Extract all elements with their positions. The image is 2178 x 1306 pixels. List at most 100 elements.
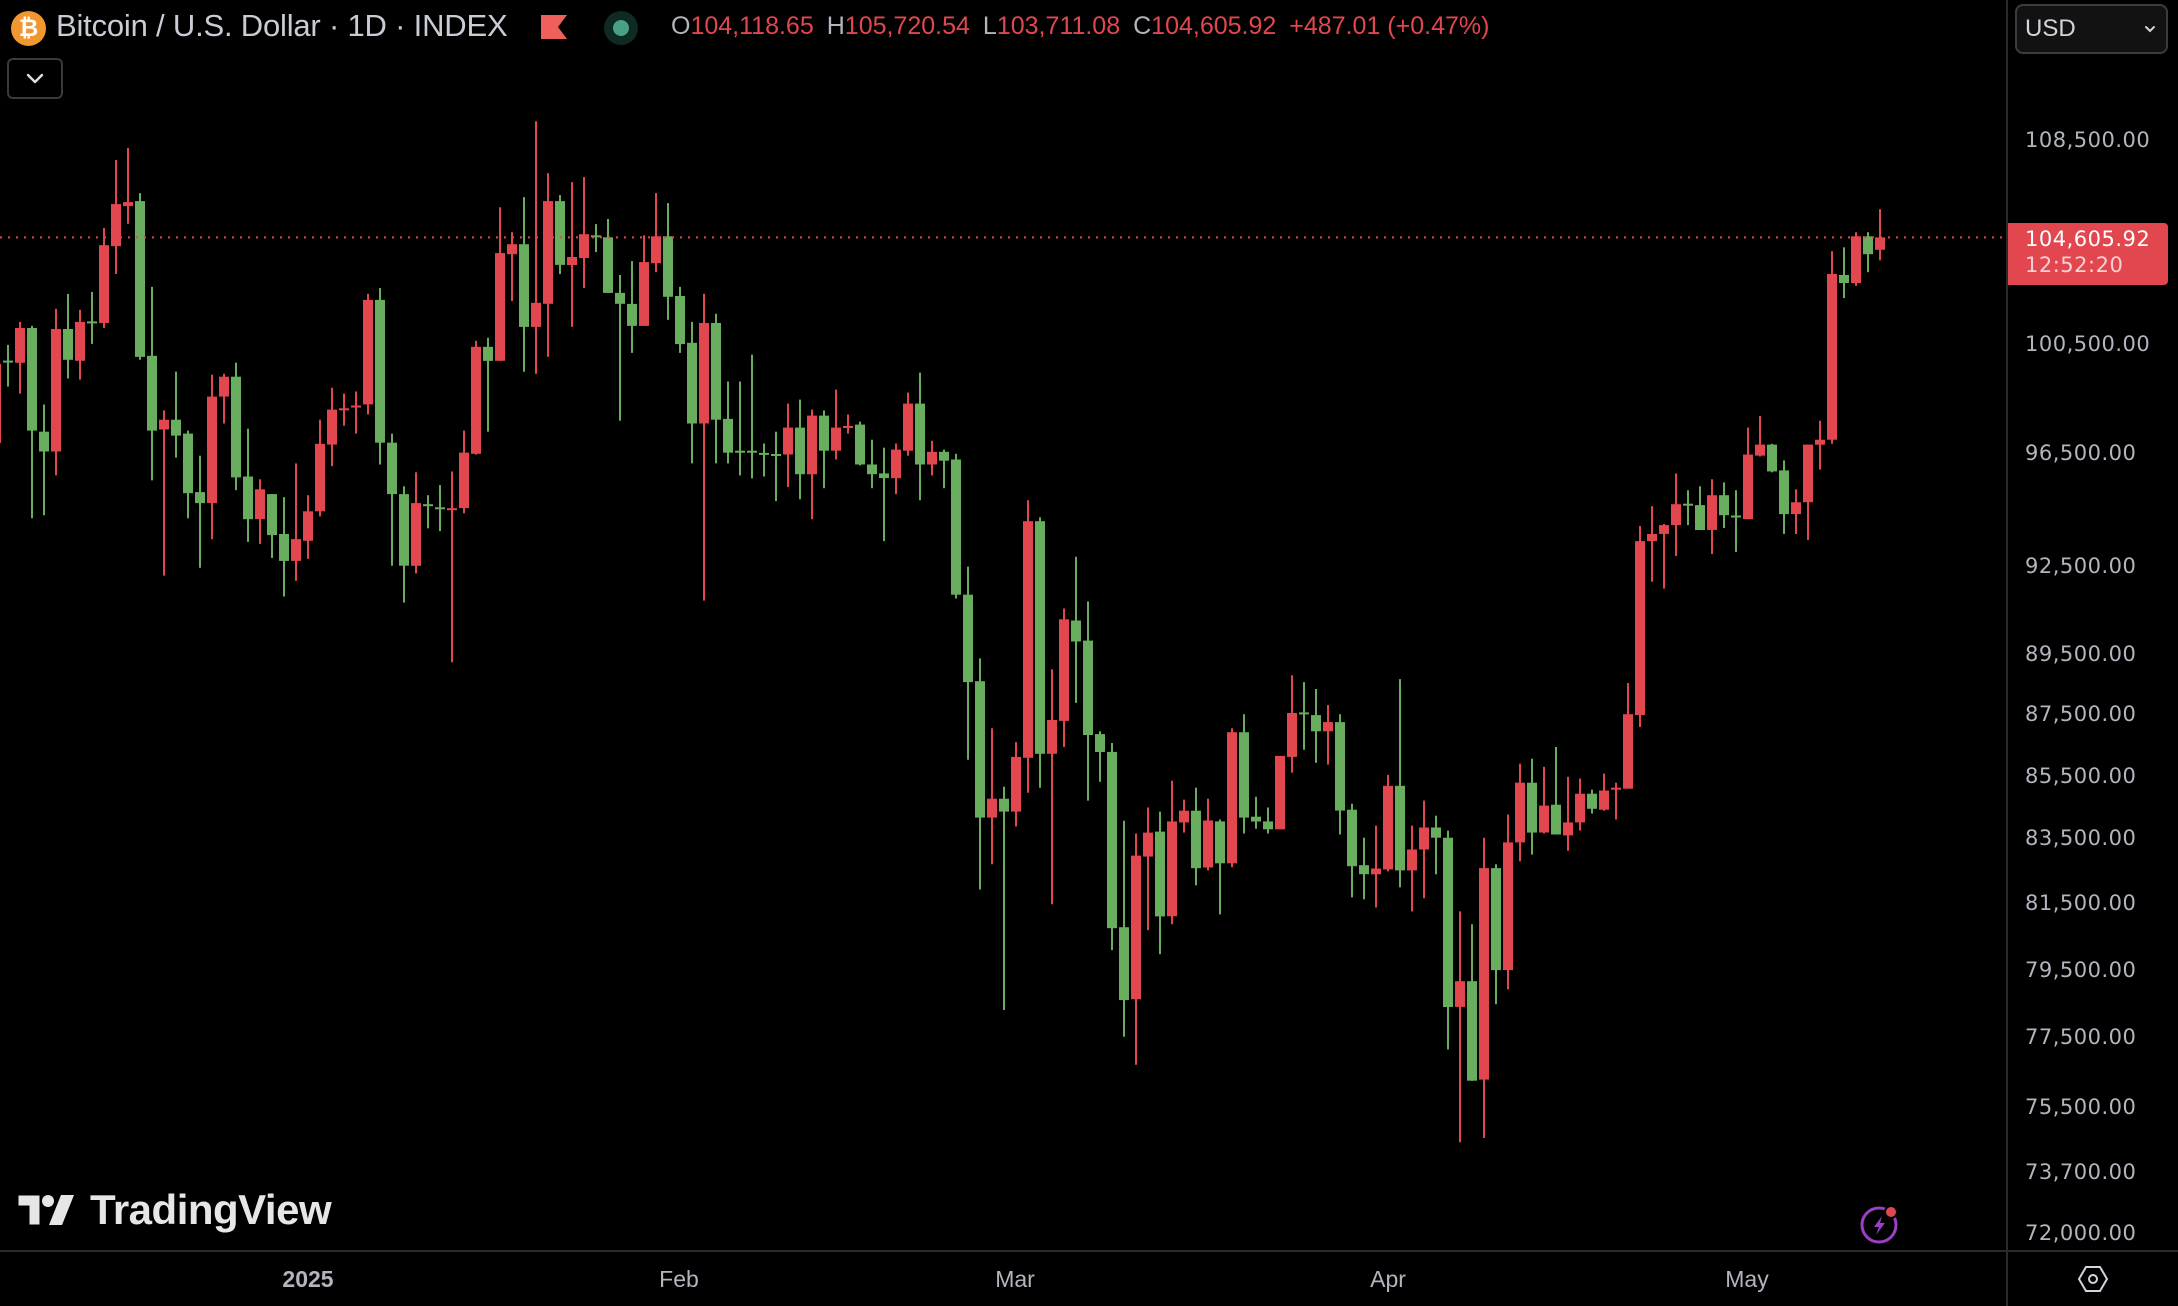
- settings-hexagon-icon[interactable]: [2077, 1263, 2109, 1295]
- candle: [1407, 825, 1417, 912]
- candle: [1083, 601, 1093, 801]
- candle: [1095, 731, 1105, 782]
- candle: [219, 373, 229, 424]
- candle: [1863, 232, 1873, 273]
- flag-icon[interactable]: [541, 15, 567, 39]
- candle: [891, 443, 901, 495]
- price-axis-label: 87,500.00: [2025, 702, 2137, 726]
- candle: [1875, 209, 1885, 261]
- chevron-down-icon: [2145, 26, 2155, 33]
- currency-select-value: USD: [2025, 15, 2076, 42]
- candle: [1311, 689, 1321, 763]
- candle: [879, 447, 889, 542]
- candle: [903, 392, 913, 456]
- candle: [567, 182, 577, 327]
- candle: [615, 275, 625, 421]
- candle: [1503, 814, 1513, 990]
- change-value: +487.01 (+0.47%): [1289, 12, 1490, 40]
- candle: [1047, 669, 1057, 905]
- candle: [843, 414, 853, 434]
- candle: [963, 566, 973, 760]
- price-axis-label: 108,500.00: [2025, 128, 2151, 152]
- candle: [495, 207, 505, 361]
- candle: [951, 453, 961, 599]
- candle: [1443, 830, 1453, 1050]
- symbol-title[interactable]: Bitcoin / U.S. Dollar · 1D · INDEX: [56, 8, 508, 43]
- open-label: O: [671, 12, 691, 40]
- candle: [483, 337, 493, 432]
- price-axis-label: 83,500.00: [2025, 826, 2137, 850]
- candle: [759, 443, 769, 477]
- candle: [267, 494, 277, 558]
- candle: [1827, 251, 1837, 444]
- candle: [1851, 232, 1861, 286]
- candle: [1467, 924, 1477, 1081]
- candle: [1071, 556, 1081, 703]
- time-axis-label: May: [1725, 1266, 1769, 1292]
- price-axis-label: 85,500.00: [2025, 764, 2137, 788]
- candle: [999, 786, 1009, 1010]
- tradingview-logo[interactable]: TradingView: [16, 1186, 332, 1234]
- candle: [315, 419, 325, 517]
- candle: [387, 433, 397, 566]
- candle: [147, 286, 157, 481]
- currency-select[interactable]: USD: [2015, 4, 2168, 54]
- candle: [1839, 247, 1849, 299]
- price-axis-label: 72,000.00: [2025, 1221, 2137, 1245]
- candle: [447, 471, 457, 663]
- candle: [1263, 807, 1273, 834]
- candle: [831, 389, 841, 460]
- candle: [159, 410, 169, 576]
- candle: [783, 403, 793, 488]
- candle: [1023, 500, 1033, 793]
- price-axis-label: 79,500.00: [2025, 958, 2137, 982]
- collapse-legend-button[interactable]: [7, 58, 63, 99]
- candle: [735, 381, 745, 476]
- bitcoin-icon[interactable]: ₿: [11, 11, 46, 46]
- candle: [819, 410, 829, 489]
- candle: [1599, 773, 1609, 811]
- candle: [1551, 747, 1561, 835]
- candle: [507, 232, 517, 301]
- lightning-bolt-icon[interactable]: [1858, 1202, 1902, 1246]
- candle: [555, 195, 565, 274]
- candle: [663, 203, 673, 320]
- candle: [1287, 675, 1297, 773]
- candle: [1707, 479, 1717, 554]
- candle: [1335, 714, 1345, 835]
- price-axis-divider: [2006, 0, 2008, 1306]
- candle: [63, 293, 73, 379]
- candle: [243, 428, 253, 542]
- candle: [1755, 415, 1765, 457]
- candle: [1743, 427, 1753, 520]
- candle: [651, 193, 661, 273]
- candle: [1227, 728, 1237, 868]
- last-price-value: 104,605.92: [2025, 227, 2151, 251]
- price-axis-label: 77,500.00: [2025, 1025, 2137, 1049]
- tradingview-logo-icon: [17, 1194, 74, 1226]
- candle: [351, 391, 361, 434]
- price-axis-label: 89,500.00: [2025, 642, 2137, 666]
- candle: [1011, 742, 1021, 827]
- open-value: 104,118.65: [690, 12, 814, 40]
- candle: [1299, 682, 1309, 750]
- candle: [1347, 803, 1357, 898]
- candle: [1119, 820, 1129, 1037]
- candle: [795, 399, 805, 500]
- candle: [747, 354, 757, 479]
- candlestick-chart-area[interactable]: [0, 0, 2007, 1251]
- candle: [723, 381, 733, 464]
- last-price-label: 104,605.92 12:52:20: [2008, 223, 2168, 285]
- candle: [3, 344, 13, 387]
- candle: [1491, 864, 1501, 1005]
- candle: [1059, 608, 1069, 747]
- candle: [1695, 486, 1705, 530]
- market-status-dot-icon[interactable]: [604, 11, 638, 45]
- candle: [291, 463, 301, 581]
- candle: [1539, 766, 1549, 834]
- candle: [1215, 819, 1225, 915]
- candle: [1779, 460, 1789, 534]
- time-axis-label: Apr: [1370, 1266, 1406, 1292]
- candle: [1563, 776, 1573, 851]
- candle: [255, 479, 265, 544]
